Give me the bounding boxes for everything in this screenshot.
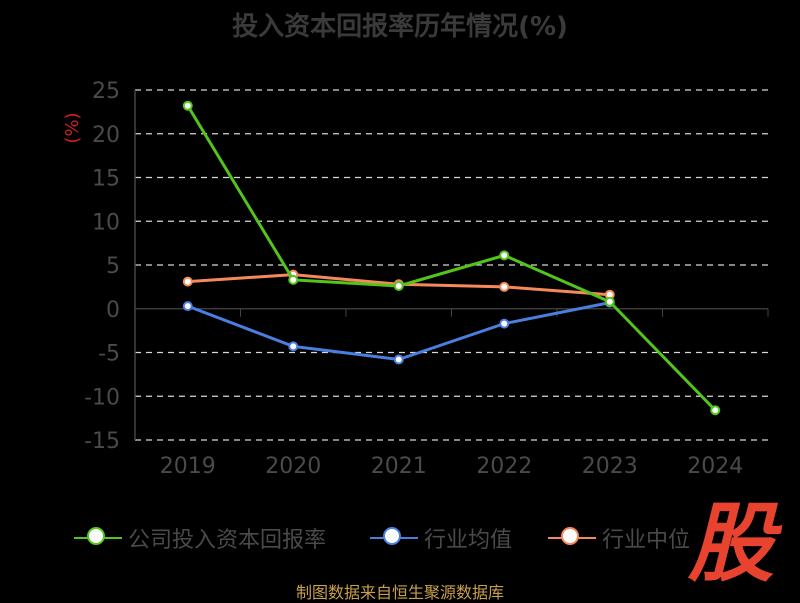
- logo: 股: [688, 494, 774, 594]
- x-tick-label: 2024: [687, 454, 743, 479]
- data-point: [393, 281, 404, 291]
- y-tick-label: -10: [84, 385, 120, 410]
- legend-item-company[interactable]: 公司投入资本回报率: [74, 520, 326, 556]
- y-tick-label: -5: [98, 342, 120, 367]
- legend-swatch-industry-median: [548, 520, 596, 556]
- y-tick-label: 5: [106, 254, 120, 279]
- data-point: [393, 354, 404, 365]
- legend-swatch-company: [74, 520, 122, 556]
- legend-swatch-industry-mean: [370, 520, 418, 556]
- y-tick-label: 25: [92, 79, 120, 104]
- series-line: [187, 301, 611, 361]
- data-point: [604, 296, 615, 307]
- data-point: [182, 276, 193, 287]
- source-note: 制图数据来自恒生聚源数据库: [295, 583, 504, 602]
- data-point: [288, 341, 299, 352]
- x-tick-label: 2020: [265, 454, 321, 479]
- y-axis-label: (%): [62, 112, 83, 143]
- legend-label-company: 公司投入资本回报率: [128, 528, 327, 553]
- legend-item-industry-mean[interactable]: 行业均值: [370, 520, 512, 556]
- y-tick-label: 15: [92, 167, 120, 192]
- x-tick-label: 2019: [160, 454, 216, 479]
- x-tick-label: 2022: [476, 454, 532, 479]
- data-point: [182, 301, 193, 312]
- data-point: [499, 318, 510, 329]
- data-point: [710, 405, 721, 416]
- data-point: [288, 274, 299, 285]
- legend-label-industry-mean: 行业均值: [424, 528, 513, 553]
- chart-title: 投入资本回报率历年情况(%): [232, 12, 568, 42]
- legend-item-industry-median[interactable]: 行业中位: [548, 520, 690, 556]
- legend-label-industry-median: 行业中位: [602, 528, 691, 553]
- y-tick-label: -15: [84, 429, 120, 454]
- series-line: [186, 104, 717, 412]
- data-point: [182, 100, 193, 111]
- y-tick-label: 10: [92, 210, 120, 235]
- x-tick-label: 2021: [371, 454, 427, 479]
- y-tick-label: 20: [92, 123, 120, 148]
- data-point: [499, 250, 510, 261]
- data-point: [499, 281, 510, 292]
- x-tick-label: 2023: [582, 454, 638, 479]
- legend: 公司投入资本回报率 行业均值 行业中位: [0, 520, 800, 556]
- y-tick-label: 0: [106, 298, 120, 323]
